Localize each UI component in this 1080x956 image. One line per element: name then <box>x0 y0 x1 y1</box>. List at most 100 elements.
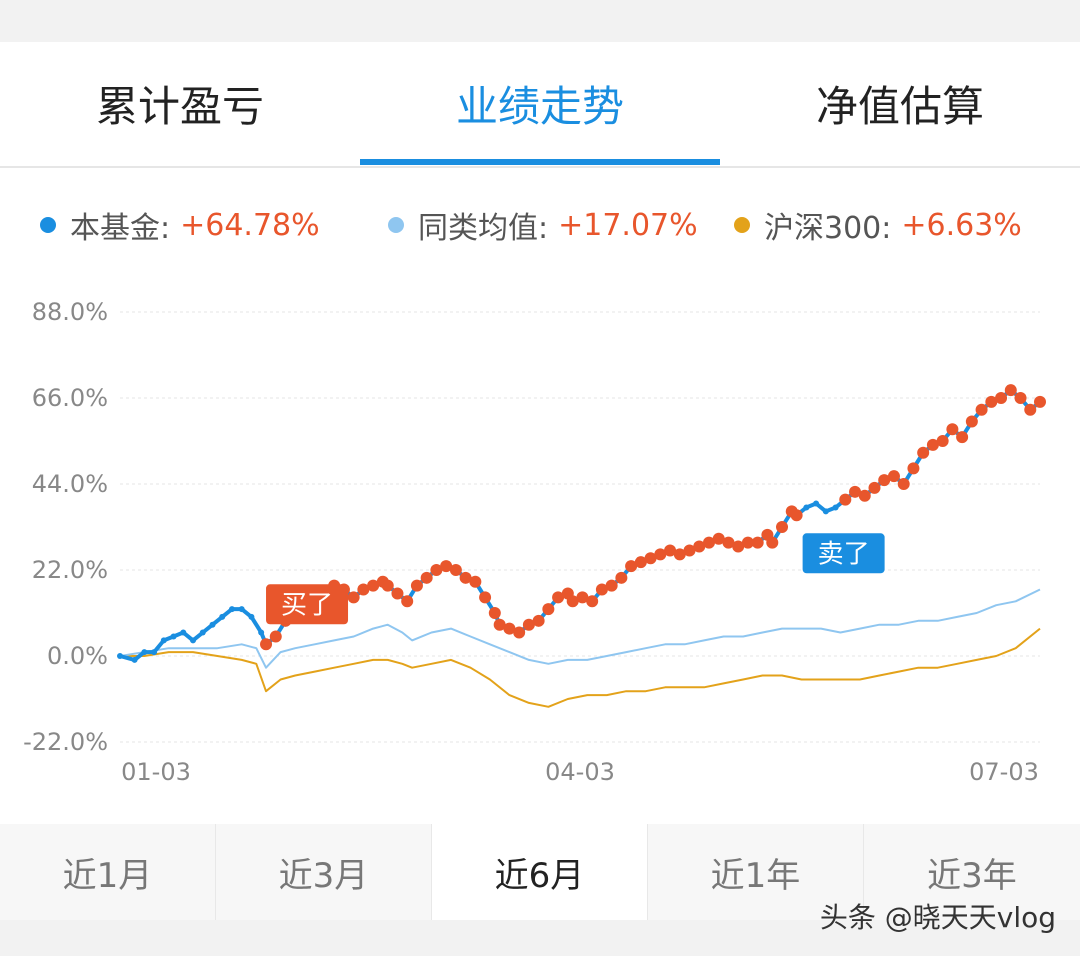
tab-cumulative-pnl[interactable]: 累计盈亏 <box>95 81 264 131</box>
fund-point <box>790 509 803 522</box>
fund-point <box>776 521 789 533</box>
fund-point <box>430 564 443 576</box>
fund-point <box>552 591 565 604</box>
fund-point <box>410 579 423 592</box>
tab-performance-trend[interactable]: 业绩走势 <box>455 81 624 131</box>
fund-point <box>722 536 735 549</box>
fund-point <box>897 478 910 490</box>
fund-point <box>673 548 686 561</box>
fund-point <box>440 560 453 573</box>
fund-point <box>634 556 647 569</box>
fund-point <box>209 621 216 628</box>
y-tick-label: 66.0% <box>32 384 108 412</box>
fund-point <box>532 614 545 627</box>
legend-index: 沪深300: +6.63% <box>734 200 1022 250</box>
fund-point <box>965 415 978 428</box>
fund-point <box>693 540 706 553</box>
legend-peer-value: +17.07% <box>558 207 698 243</box>
fund-point <box>141 649 148 656</box>
fund-point <box>887 470 900 483</box>
fund-point <box>190 637 197 644</box>
fund-point <box>117 653 123 659</box>
fund-point <box>741 536 754 549</box>
fund-point <box>664 544 677 557</box>
fund-point <box>839 493 852 506</box>
fund-dot-icon <box>40 217 56 233</box>
y-tick-label: 22.0% <box>32 556 108 584</box>
fund-point <box>522 618 535 631</box>
fund-point <box>868 481 881 494</box>
fund-point <box>238 606 245 613</box>
fund-point <box>751 536 764 549</box>
legend-peer: 同类均值: +17.07% <box>388 200 698 250</box>
range-1m[interactable]: 近1月 <box>0 824 216 920</box>
fund-point <box>956 431 969 444</box>
fund-point <box>503 622 516 635</box>
fund-point <box>907 462 920 475</box>
legend-fund: 本基金: +64.78% <box>40 200 320 250</box>
fund-point <box>347 591 360 604</box>
fund-point <box>813 500 820 507</box>
range-6m[interactable]: 近6月 <box>432 824 648 920</box>
fund-point <box>566 595 579 608</box>
fund-point <box>732 540 745 553</box>
fund-point <box>199 629 206 636</box>
fund-point <box>219 613 226 620</box>
legend-peer-name: 同类均值: <box>418 211 549 246</box>
fund-point <box>985 395 998 408</box>
fund-point <box>702 536 715 549</box>
range-1y[interactable]: 近1年 <box>648 824 864 920</box>
fund-point <box>975 403 988 416</box>
fund-point <box>654 548 667 561</box>
fund-point <box>401 595 414 608</box>
x-tick-label: 01-03 <box>121 758 191 786</box>
fund-point <box>995 392 1008 404</box>
fund-point <box>269 630 282 643</box>
fund-point <box>595 583 608 596</box>
fund-point <box>493 618 506 631</box>
y-tick-label: 44.0% <box>32 470 108 498</box>
fund-point <box>1024 403 1037 416</box>
fund-point <box>160 637 167 644</box>
watermark: 头条 @晓天天vlog <box>819 901 1056 934</box>
x-tick-label: 04-03 <box>545 758 615 786</box>
y-tick-label: 88.0% <box>32 298 108 326</box>
fund-point <box>576 591 589 604</box>
tag-label: 买了 <box>281 590 333 620</box>
fund-point <box>131 656 138 663</box>
fund-point <box>180 629 187 636</box>
fund-point <box>712 532 725 545</box>
fund-point <box>926 438 939 451</box>
fund-point <box>803 504 810 511</box>
fund-point <box>832 504 839 511</box>
fund-point <box>615 571 628 584</box>
fund-point <box>381 579 394 592</box>
fund-point <box>878 474 891 487</box>
fund-point <box>260 638 273 651</box>
fund-point <box>586 595 599 608</box>
legend-fund-name: 本基金: <box>70 211 171 246</box>
fund-point <box>367 579 380 592</box>
sell-tag: 卖了 <box>802 533 885 574</box>
range-3y[interactable]: 近3年 <box>864 824 1080 920</box>
fund-point <box>459 571 472 584</box>
fund-point <box>605 579 618 592</box>
fund-point <box>1014 392 1027 404</box>
fund-point <box>469 575 482 588</box>
fund-point <box>513 626 526 639</box>
performance-chart[interactable]: 88.0% 66.0% 44.0% 22.0% 0.0% -22.0% 01-03 04-03… <box>0 280 1080 800</box>
fund-point <box>1004 384 1017 397</box>
legend-index-value: +6.63% <box>901 207 1022 243</box>
tag-background <box>266 584 349 625</box>
tab-nav-estimate[interactable]: 净值估算 <box>815 81 984 131</box>
fund-point <box>151 649 158 656</box>
legend-index-name: 沪深300: <box>764 211 892 246</box>
range-3m[interactable]: 近3月 <box>216 824 432 920</box>
active-tab-indicator <box>360 159 720 165</box>
peer-dot-icon <box>388 217 404 233</box>
y-tick-label: -22.0% <box>23 728 108 756</box>
fund-point <box>946 423 959 436</box>
chart-legend: 本基金: +64.78% 同类均值: +17.07% 沪深300: +6.63% <box>0 200 1080 250</box>
fund-point <box>488 607 501 619</box>
fund-point <box>858 489 871 502</box>
